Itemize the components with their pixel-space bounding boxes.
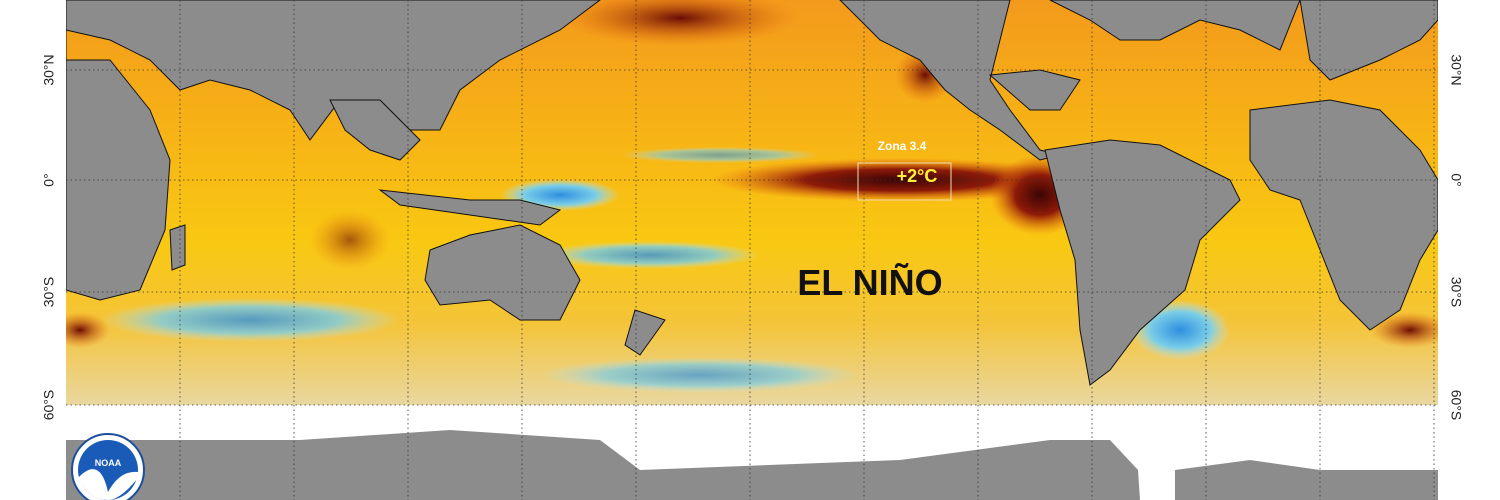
- lat-label: 30°S: [1448, 277, 1464, 308]
- zone-name: Zona 3.4: [878, 139, 927, 153]
- warm-spot: [560, 0, 800, 46]
- lat-labels-left: 30°N 0° 30°S 60°S: [41, 54, 57, 420]
- warm-spot: [66, 312, 110, 348]
- map-area: Zona 3.4 +2°C EL NIÑO NOAA: [66, 0, 1438, 500]
- logo-text: NOAA: [95, 458, 122, 468]
- warm-spot: [1370, 312, 1438, 348]
- noaa-logo: NOAA: [71, 433, 145, 500]
- cool-spot: [620, 147, 820, 163]
- lat-labels-right: 30°N 0° 30°S 60°S: [1448, 54, 1464, 420]
- warm-spot: [310, 210, 390, 270]
- zone-anomaly: +2°C: [897, 166, 938, 186]
- zone-box: [857, 162, 952, 201]
- graticule: [66, 0, 1438, 500]
- lat-label: 0°: [1448, 173, 1464, 186]
- cool-spot: [540, 357, 860, 393]
- lat-label: 60°S: [1448, 390, 1464, 421]
- lat-label: 60°S: [41, 390, 57, 421]
- headline: EL NIÑO: [797, 261, 942, 303]
- lat-label: 30°S: [41, 277, 57, 308]
- land: [66, 0, 1438, 386]
- antarctica: [66, 430, 1438, 500]
- lat-label: 30°N: [41, 54, 57, 85]
- lat-label: 30°N: [1448, 54, 1464, 85]
- cool-spot: [540, 241, 760, 269]
- lat-label: 0°: [41, 173, 57, 186]
- cool-spot: [100, 298, 400, 342]
